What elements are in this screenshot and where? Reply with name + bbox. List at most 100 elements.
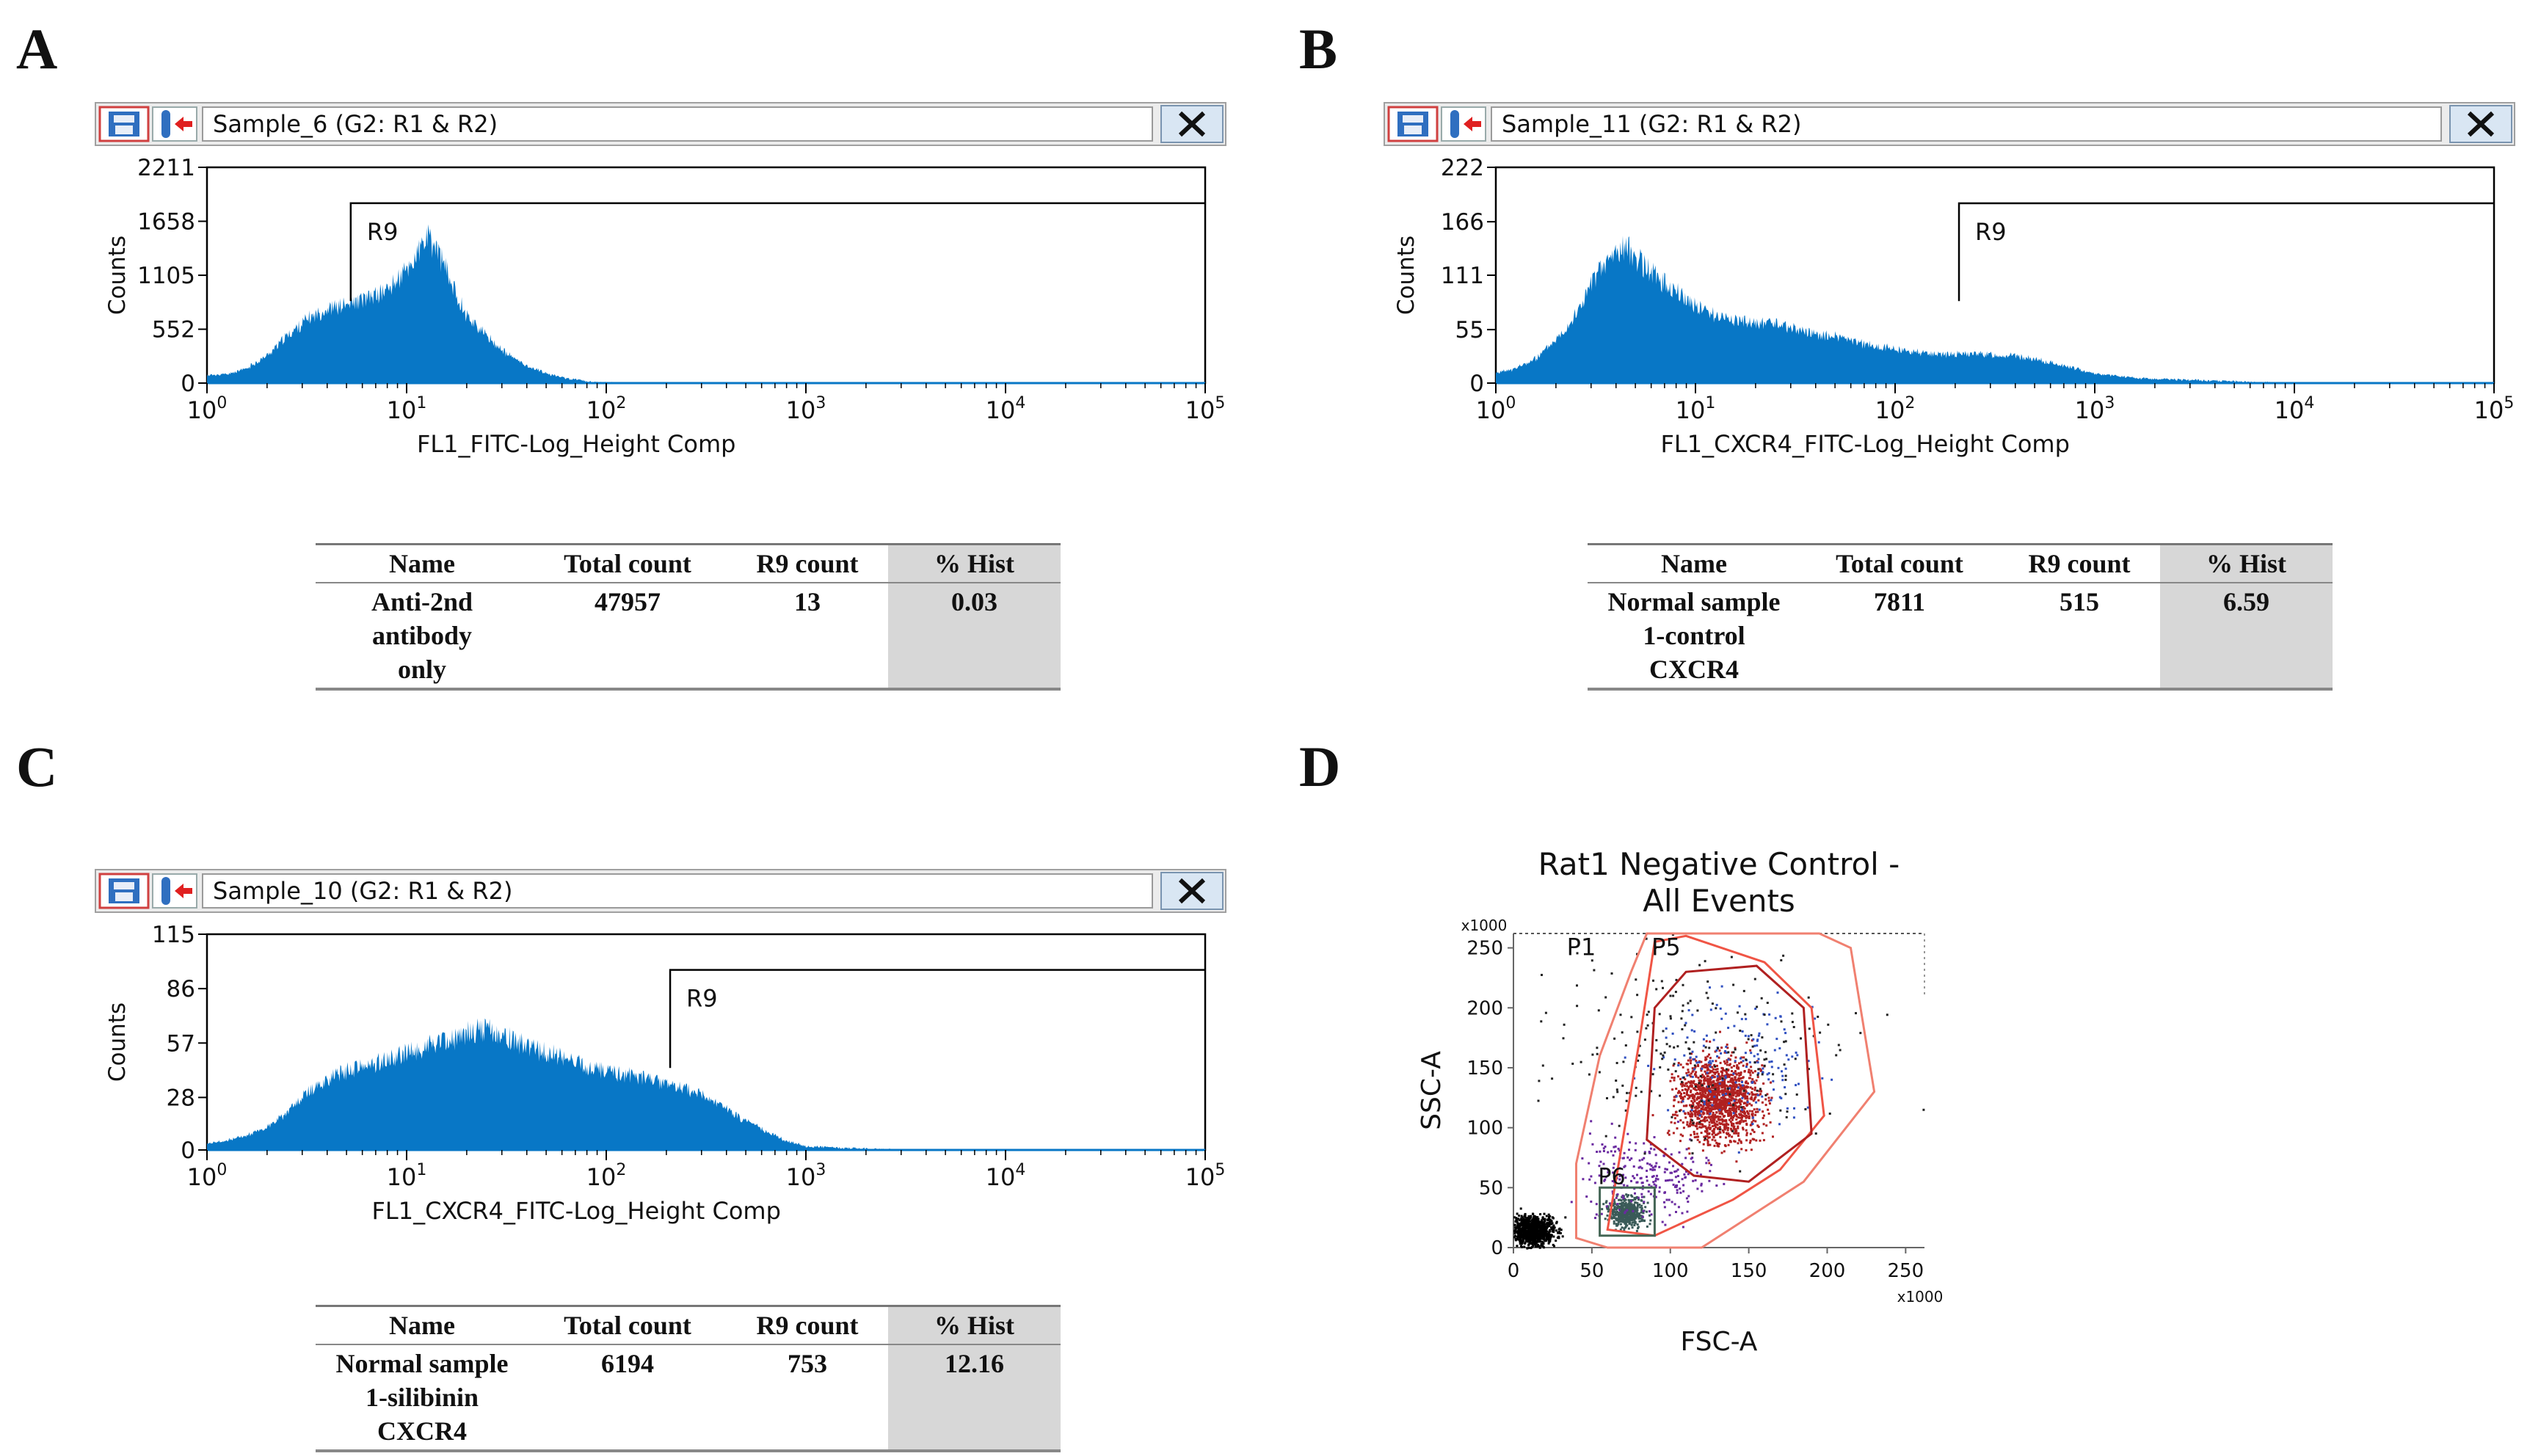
- close-button[interactable]: [1160, 105, 1224, 143]
- event-dot: [1530, 1228, 1533, 1230]
- event-dot: [1745, 1149, 1748, 1151]
- event-dot: [1751, 1091, 1753, 1093]
- event-dot: [1740, 1103, 1742, 1106]
- event-dot: [1749, 1097, 1752, 1100]
- close-button[interactable]: [2449, 105, 2512, 143]
- event-dot: [1633, 1176, 1636, 1179]
- event-dot: [1641, 1158, 1644, 1161]
- event-dot: [1706, 1097, 1709, 1100]
- event-dot: [1695, 1105, 1698, 1108]
- event-dot: [1724, 1077, 1727, 1080]
- event-dot: [1772, 1080, 1775, 1082]
- event-dot: [1698, 1140, 1701, 1143]
- event-dot: [1796, 1054, 1799, 1057]
- event-dot: [1614, 1214, 1617, 1217]
- event-dot: [1624, 1203, 1626, 1205]
- event-dot: [1725, 1091, 1728, 1093]
- event-dot: [1748, 1071, 1751, 1074]
- event-dot: [1759, 1093, 1762, 1096]
- event-dot: [1800, 1037, 1802, 1040]
- col-hist-header: % Hist: [2160, 544, 2333, 583]
- event-dot: [1669, 1080, 1672, 1082]
- event-dot: [1695, 1127, 1698, 1130]
- event-dot: [1618, 1198, 1621, 1201]
- event-dot: [1732, 1079, 1735, 1082]
- event-dot: [1533, 1238, 1535, 1241]
- event-dot: [1732, 1072, 1735, 1075]
- y-multiplier: x1000: [1461, 917, 1508, 934]
- event-dot: [1527, 1246, 1530, 1249]
- event-dot: [1590, 1175, 1593, 1178]
- event-dot: [1615, 1196, 1618, 1199]
- event-dot: [1686, 1124, 1689, 1126]
- event-dot: [1600, 1212, 1603, 1215]
- event-dot: [1626, 1184, 1629, 1187]
- event-dot: [1781, 1070, 1783, 1073]
- event-dot: [1741, 1030, 1744, 1033]
- event-dot: [1721, 1085, 1724, 1088]
- event-dot: [1725, 1126, 1728, 1129]
- event-dot: [1756, 1044, 1759, 1047]
- event-dot: [1651, 1166, 1654, 1169]
- event-dot: [1596, 1151, 1599, 1153]
- event-dot: [1707, 1126, 1710, 1129]
- event-dot: [1612, 1154, 1615, 1157]
- event-dot: [1521, 1220, 1524, 1223]
- event-dot: [1516, 1238, 1519, 1241]
- event-dot: [1693, 1095, 1696, 1098]
- event-dot: [1637, 1204, 1640, 1206]
- event-dot: [1709, 1170, 1712, 1173]
- event-dot: [1638, 1220, 1641, 1223]
- event-dot: [1612, 1096, 1615, 1099]
- event-dot: [1594, 1217, 1596, 1220]
- event-dot: [1714, 1106, 1717, 1109]
- event-dot: [1635, 1195, 1638, 1198]
- event-dot: [1689, 1113, 1692, 1116]
- event-dot: [1715, 1079, 1718, 1082]
- event-dot: [1705, 1072, 1707, 1075]
- event-dot: [1745, 1041, 1748, 1044]
- event-dot: [1678, 1090, 1680, 1093]
- event-dot: [1744, 1119, 1747, 1122]
- event-dot: [1682, 1076, 1685, 1079]
- event-dot: [1728, 1093, 1731, 1096]
- event-dot: [1700, 1080, 1703, 1082]
- event-dot: [1753, 1061, 1756, 1064]
- event-dot: [1693, 1080, 1695, 1082]
- event-dot: [1734, 1060, 1737, 1063]
- event-dot: [1519, 1234, 1522, 1237]
- event-dot: [1727, 1112, 1730, 1115]
- event-dot: [1706, 1071, 1709, 1074]
- event-dot: [1614, 1208, 1617, 1211]
- event-dot: [1638, 1214, 1641, 1217]
- event-dot: [1784, 1032, 1787, 1035]
- event-dot: [1709, 986, 1711, 989]
- event-dot: [1714, 1104, 1717, 1107]
- event-dot: [1734, 1112, 1737, 1115]
- event-dot: [1642, 1212, 1645, 1215]
- event-dot: [1687, 1069, 1690, 1071]
- event-dot: [1615, 1062, 1618, 1064]
- event-dot: [1691, 1119, 1694, 1122]
- close-button[interactable]: [1160, 872, 1224, 910]
- event-dot: [1680, 1101, 1683, 1104]
- event-dot: [1743, 1113, 1746, 1115]
- event-dot: [1613, 1222, 1615, 1225]
- event-dot: [1709, 1091, 1712, 1093]
- event-dot: [1770, 1066, 1773, 1069]
- event-dot: [1712, 1084, 1715, 1087]
- event-dot: [1704, 1138, 1706, 1140]
- event-dot: [1721, 1071, 1723, 1074]
- event-dot: [1726, 1085, 1729, 1088]
- event-dot: [1663, 1191, 1666, 1194]
- event-dot: [1709, 1069, 1712, 1072]
- event-dot: [1545, 1215, 1548, 1217]
- event-dot: [1737, 1100, 1740, 1103]
- event-dot: [1754, 1093, 1757, 1096]
- event-dot: [1772, 1073, 1775, 1076]
- event-dot: [1719, 1076, 1722, 1079]
- event-dot: [1698, 1100, 1701, 1103]
- event-dot: [1634, 1192, 1636, 1195]
- event-dot: [1711, 1133, 1714, 1136]
- x-tick-label: 250: [1888, 1260, 1924, 1282]
